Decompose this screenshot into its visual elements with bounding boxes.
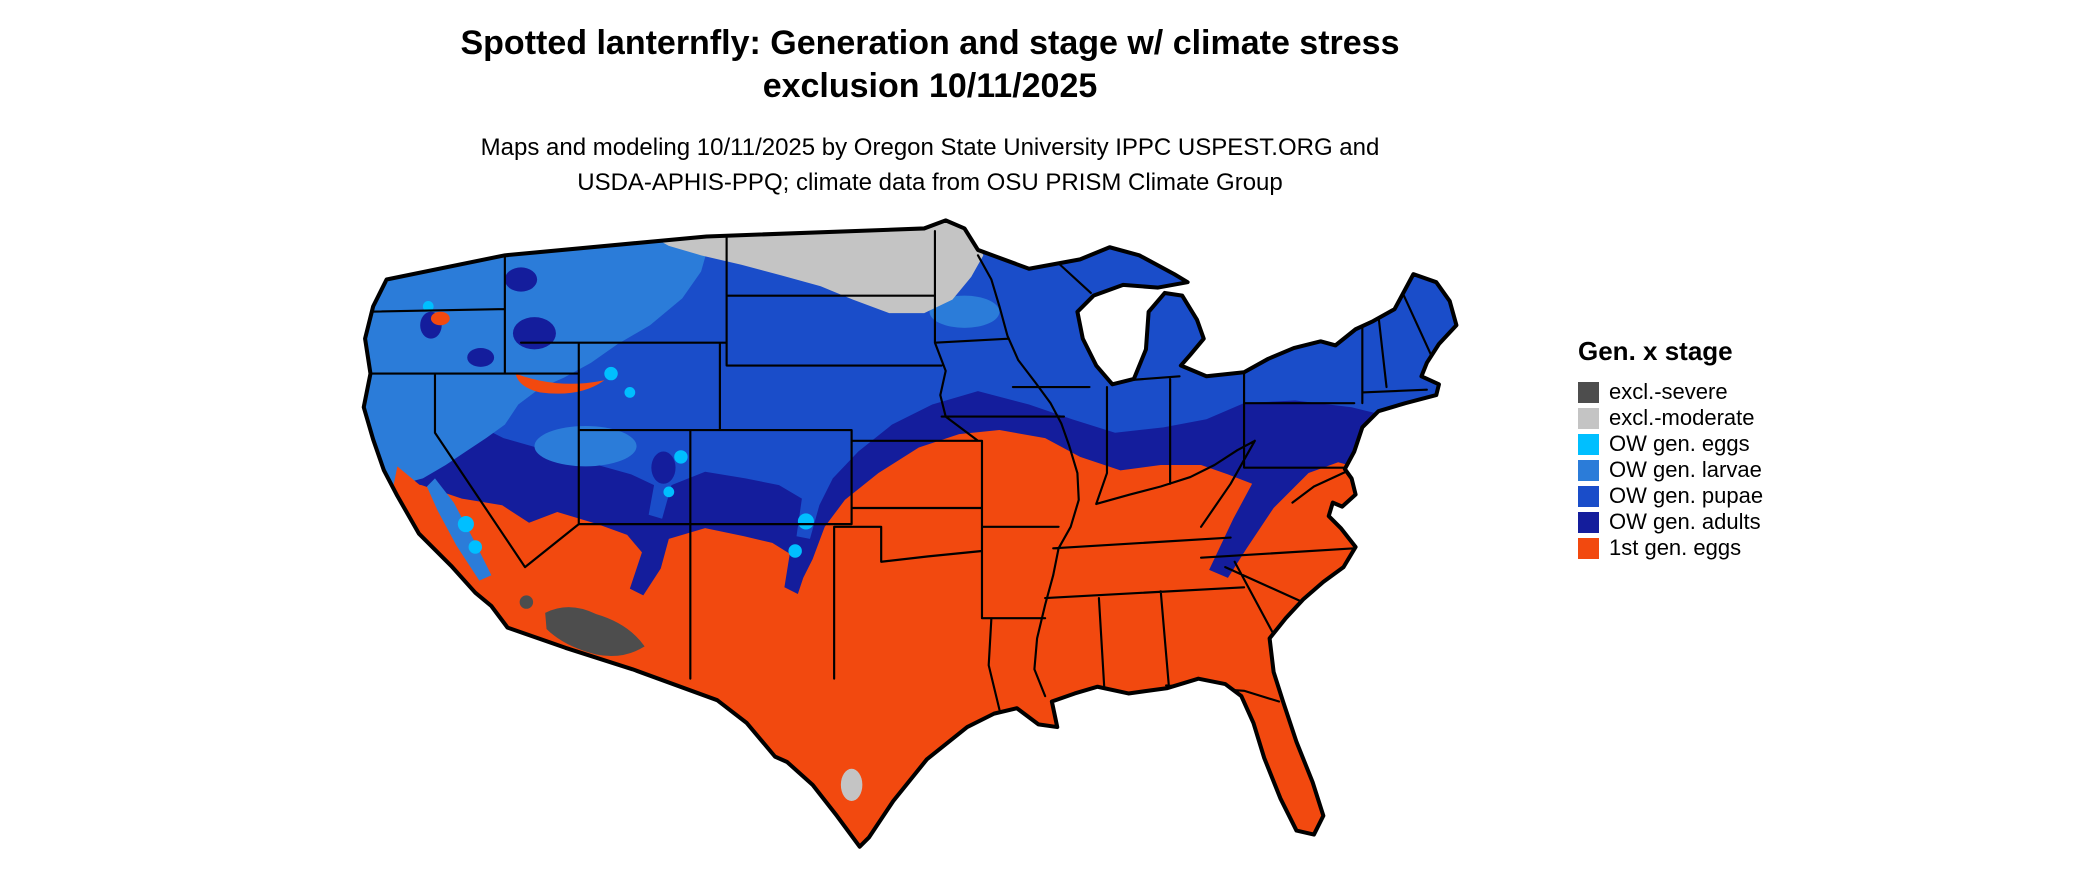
legend: Gen. x stage excl.-severe excl.-moderate… xyxy=(1578,336,1763,561)
map-header: Spotted lanternfly: Generation and stage… xyxy=(0,22,1860,201)
map-title-line-2: exclusion 10/11/2025 xyxy=(762,66,1098,105)
moderate-south-texas-spot xyxy=(840,768,863,801)
legend-swatch-ow-adults xyxy=(1578,511,1599,533)
severe-sonoran-blob xyxy=(545,607,645,657)
legend-item-excl-moderate: excl.-moderate xyxy=(1578,405,1763,431)
legend-swatch-first-gen-eggs xyxy=(1578,537,1599,559)
legend-item-ow-adults: OW gen. adults xyxy=(1578,509,1763,535)
legend-item-excl-severe: excl.-severe xyxy=(1578,379,1763,405)
legend-item-ow-pupae: OW gen. pupae xyxy=(1578,483,1763,509)
severe-spot xyxy=(519,595,534,609)
legend-label-ow-pupae: OW gen. pupae xyxy=(1609,483,1764,508)
orange-columbia-basin-patch xyxy=(430,311,450,326)
eggs-patch xyxy=(422,301,434,312)
eggs-patch xyxy=(788,544,802,558)
region-ow-eggs-patches xyxy=(422,301,814,558)
map-subtitle-line-2: USDA-APHIS-PPQ; climate data from OSU PR… xyxy=(577,168,1283,196)
eggs-patch xyxy=(797,513,814,530)
legend-swatch-ow-eggs xyxy=(1578,433,1599,455)
region-excl-severe xyxy=(519,595,645,657)
larvae-great-basin-patch xyxy=(534,426,637,467)
legend-label-ow-adults: OW gen. adults xyxy=(1609,509,1761,534)
map-subtitle: Maps and modeling 10/11/2025 by Oregon S… xyxy=(0,131,1860,201)
legend-label-ow-larvae: OW gen. larvae xyxy=(1609,457,1762,482)
legend-item-ow-eggs: OW gen. eggs xyxy=(1578,431,1763,457)
region-ow-larvae xyxy=(363,220,1000,581)
state-borders xyxy=(363,230,1434,711)
map-subtitle-line-1: Maps and modeling 10/11/2025 by Oregon S… xyxy=(480,134,1380,161)
legend-label-excl-severe: excl.-severe xyxy=(1609,379,1728,404)
larvae-northwest xyxy=(363,220,720,486)
larvae-sierra-patch xyxy=(426,478,492,581)
legend-label-first-gen-eggs: 1st gen. eggs xyxy=(1609,535,1742,560)
region-excl-moderate xyxy=(647,220,984,801)
legend-label-ow-eggs: OW gen. eggs xyxy=(1609,431,1750,456)
legend-swatch-excl-moderate xyxy=(1578,407,1599,429)
region-ow-adults-patches xyxy=(420,267,676,484)
eggs-patch xyxy=(468,540,483,554)
legend-title: Gen. x stage xyxy=(1578,336,1733,366)
larvae-minnesota-patch xyxy=(929,295,1000,328)
legend-label-excl-moderate: excl.-moderate xyxy=(1609,405,1755,430)
legend-swatch-ow-pupae xyxy=(1578,485,1599,507)
eggs-patch xyxy=(624,387,636,398)
legend-item-ow-larvae: OW gen. larvae xyxy=(1578,457,1763,483)
adults-idaho-patch xyxy=(512,317,556,350)
moderate-northern-band xyxy=(647,220,984,314)
orange-central-valley-patch xyxy=(393,466,483,601)
legend-swatch-ow-larvae xyxy=(1578,459,1599,481)
legend-swatch-excl-severe xyxy=(1578,381,1599,403)
legend-item-first-gen-eggs: 1st gen. eggs xyxy=(1578,535,1763,561)
adults-blue-mountains-patch xyxy=(467,348,495,367)
eggs-patch xyxy=(604,366,618,381)
map-title-line-1: Spotted lanternfly: Generation and stage… xyxy=(460,24,1400,62)
orange-snake-plain-patch xyxy=(515,373,605,394)
eggs-patch xyxy=(457,516,474,533)
us-model-map xyxy=(361,218,1459,849)
eggs-patch xyxy=(663,486,675,498)
adults-wasatch-patch xyxy=(651,451,676,484)
region-first-gen-eggs-patches xyxy=(393,311,605,601)
us-outline xyxy=(361,218,1459,849)
adults-montana-patch xyxy=(504,267,538,292)
eggs-patch xyxy=(674,450,688,464)
